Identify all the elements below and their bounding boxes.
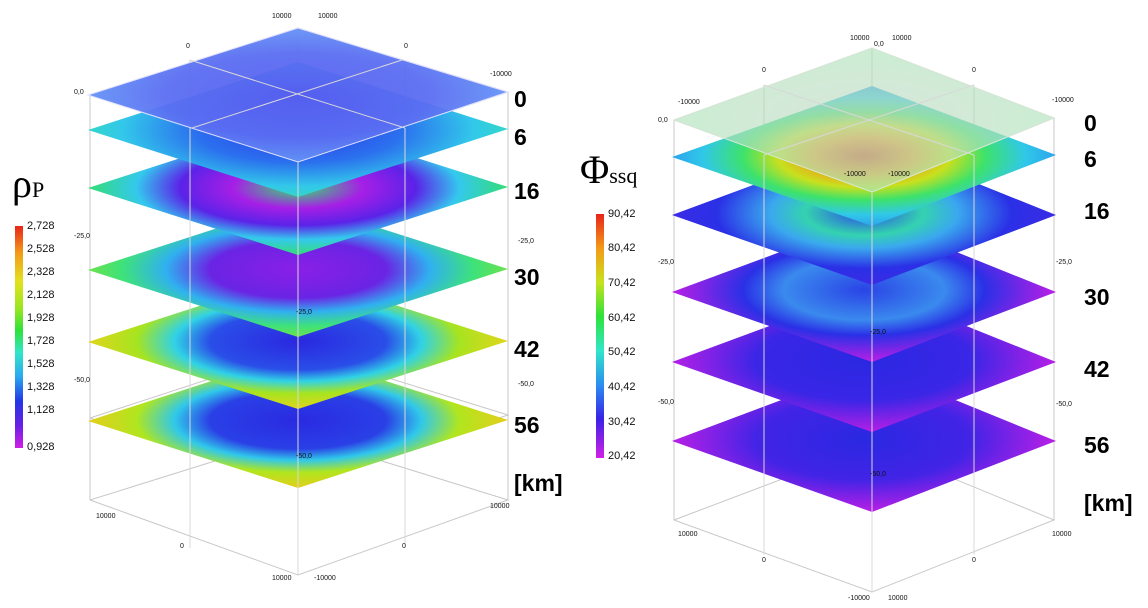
axis-tick: 0,0 bbox=[658, 117, 668, 124]
bounding-box-front bbox=[189, 59, 406, 575]
colorbar-label: 1,728 bbox=[27, 335, 55, 347]
symbol-subscript: P bbox=[31, 177, 45, 202]
colorbar-label: 20,42 bbox=[608, 450, 636, 462]
bounding-box-front bbox=[763, 84, 975, 592]
colorbar-label: 0,928 bbox=[27, 441, 55, 453]
axis-tick: -25,0 bbox=[658, 259, 674, 266]
axis-tick: -50,0 bbox=[296, 453, 312, 460]
slice-56km bbox=[672, 366, 1056, 512]
axis-tick: -25,0 bbox=[296, 309, 312, 316]
axis-tick: 10000 bbox=[892, 35, 912, 42]
axis-tick: 0 bbox=[180, 543, 184, 550]
axis-tick: -10000 bbox=[490, 71, 512, 78]
slice-0km bbox=[672, 47, 1056, 193]
depth-label: 6 bbox=[514, 124, 527, 150]
slice-30km bbox=[672, 218, 1056, 362]
axis-tick: 10000 bbox=[318, 13, 338, 20]
colorbar bbox=[15, 226, 23, 448]
axis-tick: 10000 bbox=[272, 13, 292, 20]
colorbar-label: 40,42 bbox=[608, 381, 636, 393]
depth-label: 16 bbox=[514, 178, 540, 204]
phi-3d-slices: 10000 0,0 10000 -10000 -10000 0,0 -10000… bbox=[596, 35, 1074, 602]
colorbar-label: 50,42 bbox=[608, 346, 636, 358]
depth-label: 0 bbox=[1084, 110, 1097, 136]
colorbar-label: 1,928 bbox=[27, 312, 55, 324]
colorbar-label: 30,42 bbox=[608, 416, 636, 428]
symbol-main: ρ bbox=[12, 161, 32, 206]
depth-label: 56 bbox=[1084, 432, 1110, 458]
colorbar-label: 2,128 bbox=[27, 289, 55, 301]
axis-tick: 10000 bbox=[1052, 531, 1072, 538]
colorbar-label: 1,328 bbox=[27, 381, 55, 393]
axis-tick: 10000 bbox=[272, 575, 292, 582]
colorbar-label: 2,528 bbox=[27, 243, 55, 255]
axis-tick: 0 bbox=[404, 43, 408, 50]
axis-tick: 0 bbox=[972, 557, 976, 564]
axis-tick: -25,0 bbox=[870, 329, 886, 336]
axis-tick: 10000 bbox=[888, 595, 908, 602]
depth-label: 56 bbox=[514, 412, 540, 438]
density-symbol: ρP bbox=[12, 160, 44, 207]
axis-tick: -50,0 bbox=[870, 471, 886, 478]
phi-panel: 10000 0,0 10000 -10000 -10000 0,0 -10000… bbox=[574, 0, 1148, 608]
depth-label: 30 bbox=[514, 264, 540, 290]
symbol-main: Φ bbox=[580, 147, 610, 192]
axis-tick: 0 bbox=[762, 557, 766, 564]
symbol-subscript: ssq bbox=[609, 163, 638, 188]
phi-symbol: Φssq bbox=[580, 146, 637, 193]
depth-label: 30 bbox=[1084, 284, 1110, 310]
colorbar bbox=[596, 214, 604, 458]
axis-tick: 10000 bbox=[490, 503, 510, 510]
colorbar-label: 1,528 bbox=[27, 358, 55, 370]
axis-tick: 10000 bbox=[850, 35, 870, 42]
axis-tick: -10000 bbox=[844, 171, 866, 178]
colorbar-label: 70,42 bbox=[608, 277, 636, 289]
axis-tick: 0,0 bbox=[874, 41, 884, 48]
depth-label: 42 bbox=[514, 336, 540, 362]
axis-tick: -10000 bbox=[1052, 97, 1074, 104]
density-3d-slices: 10000 10000 -10000 0,0 -25,0 -25,0 -50,0… bbox=[15, 13, 534, 582]
axis-tick: -50,0 bbox=[658, 399, 674, 406]
axis-tick: 10000 bbox=[96, 513, 116, 520]
colorbar-label: 1,128 bbox=[27, 404, 55, 416]
axis-tick: -50,0 bbox=[1056, 401, 1072, 408]
colorbar-label: 60,42 bbox=[608, 312, 636, 324]
colorbar-label: 90,42 bbox=[608, 208, 636, 220]
depth-unit: [km] bbox=[514, 470, 563, 496]
axis-tick: -10000 bbox=[314, 575, 336, 582]
axis-tick: 0,0 bbox=[74, 89, 84, 96]
axis-tick: 10000 bbox=[678, 531, 698, 538]
axis-tick: 0 bbox=[402, 543, 406, 550]
depth-unit: [km] bbox=[1084, 490, 1133, 516]
colorbar-label: 2,728 bbox=[27, 220, 55, 232]
axis-tick: -50,0 bbox=[74, 377, 90, 384]
axis-tick: -25,0 bbox=[518, 238, 534, 245]
axis-tick: -25,0 bbox=[74, 233, 90, 240]
axis-tick: 0 bbox=[762, 67, 766, 74]
depth-label: 0 bbox=[514, 86, 527, 112]
density-panel: 10000 10000 -10000 0,0 -25,0 -25,0 -50,0… bbox=[12, 13, 563, 582]
axis-tick: -25,0 bbox=[1056, 259, 1072, 266]
axis-tick: -10000 bbox=[678, 99, 700, 106]
depth-label: 6 bbox=[1084, 146, 1097, 172]
colorbar-label: 2,328 bbox=[27, 266, 55, 278]
axis-tick: -10000 bbox=[848, 595, 870, 602]
axis-tick: -10000 bbox=[888, 171, 910, 178]
colorbar-label: 80,42 bbox=[608, 242, 636, 254]
depth-label: 42 bbox=[1084, 356, 1110, 382]
depth-label: 16 bbox=[1084, 198, 1110, 224]
axis-tick: -50,0 bbox=[518, 381, 534, 388]
axis-tick: 0 bbox=[186, 43, 190, 50]
axis-tick: 0 bbox=[972, 67, 976, 74]
